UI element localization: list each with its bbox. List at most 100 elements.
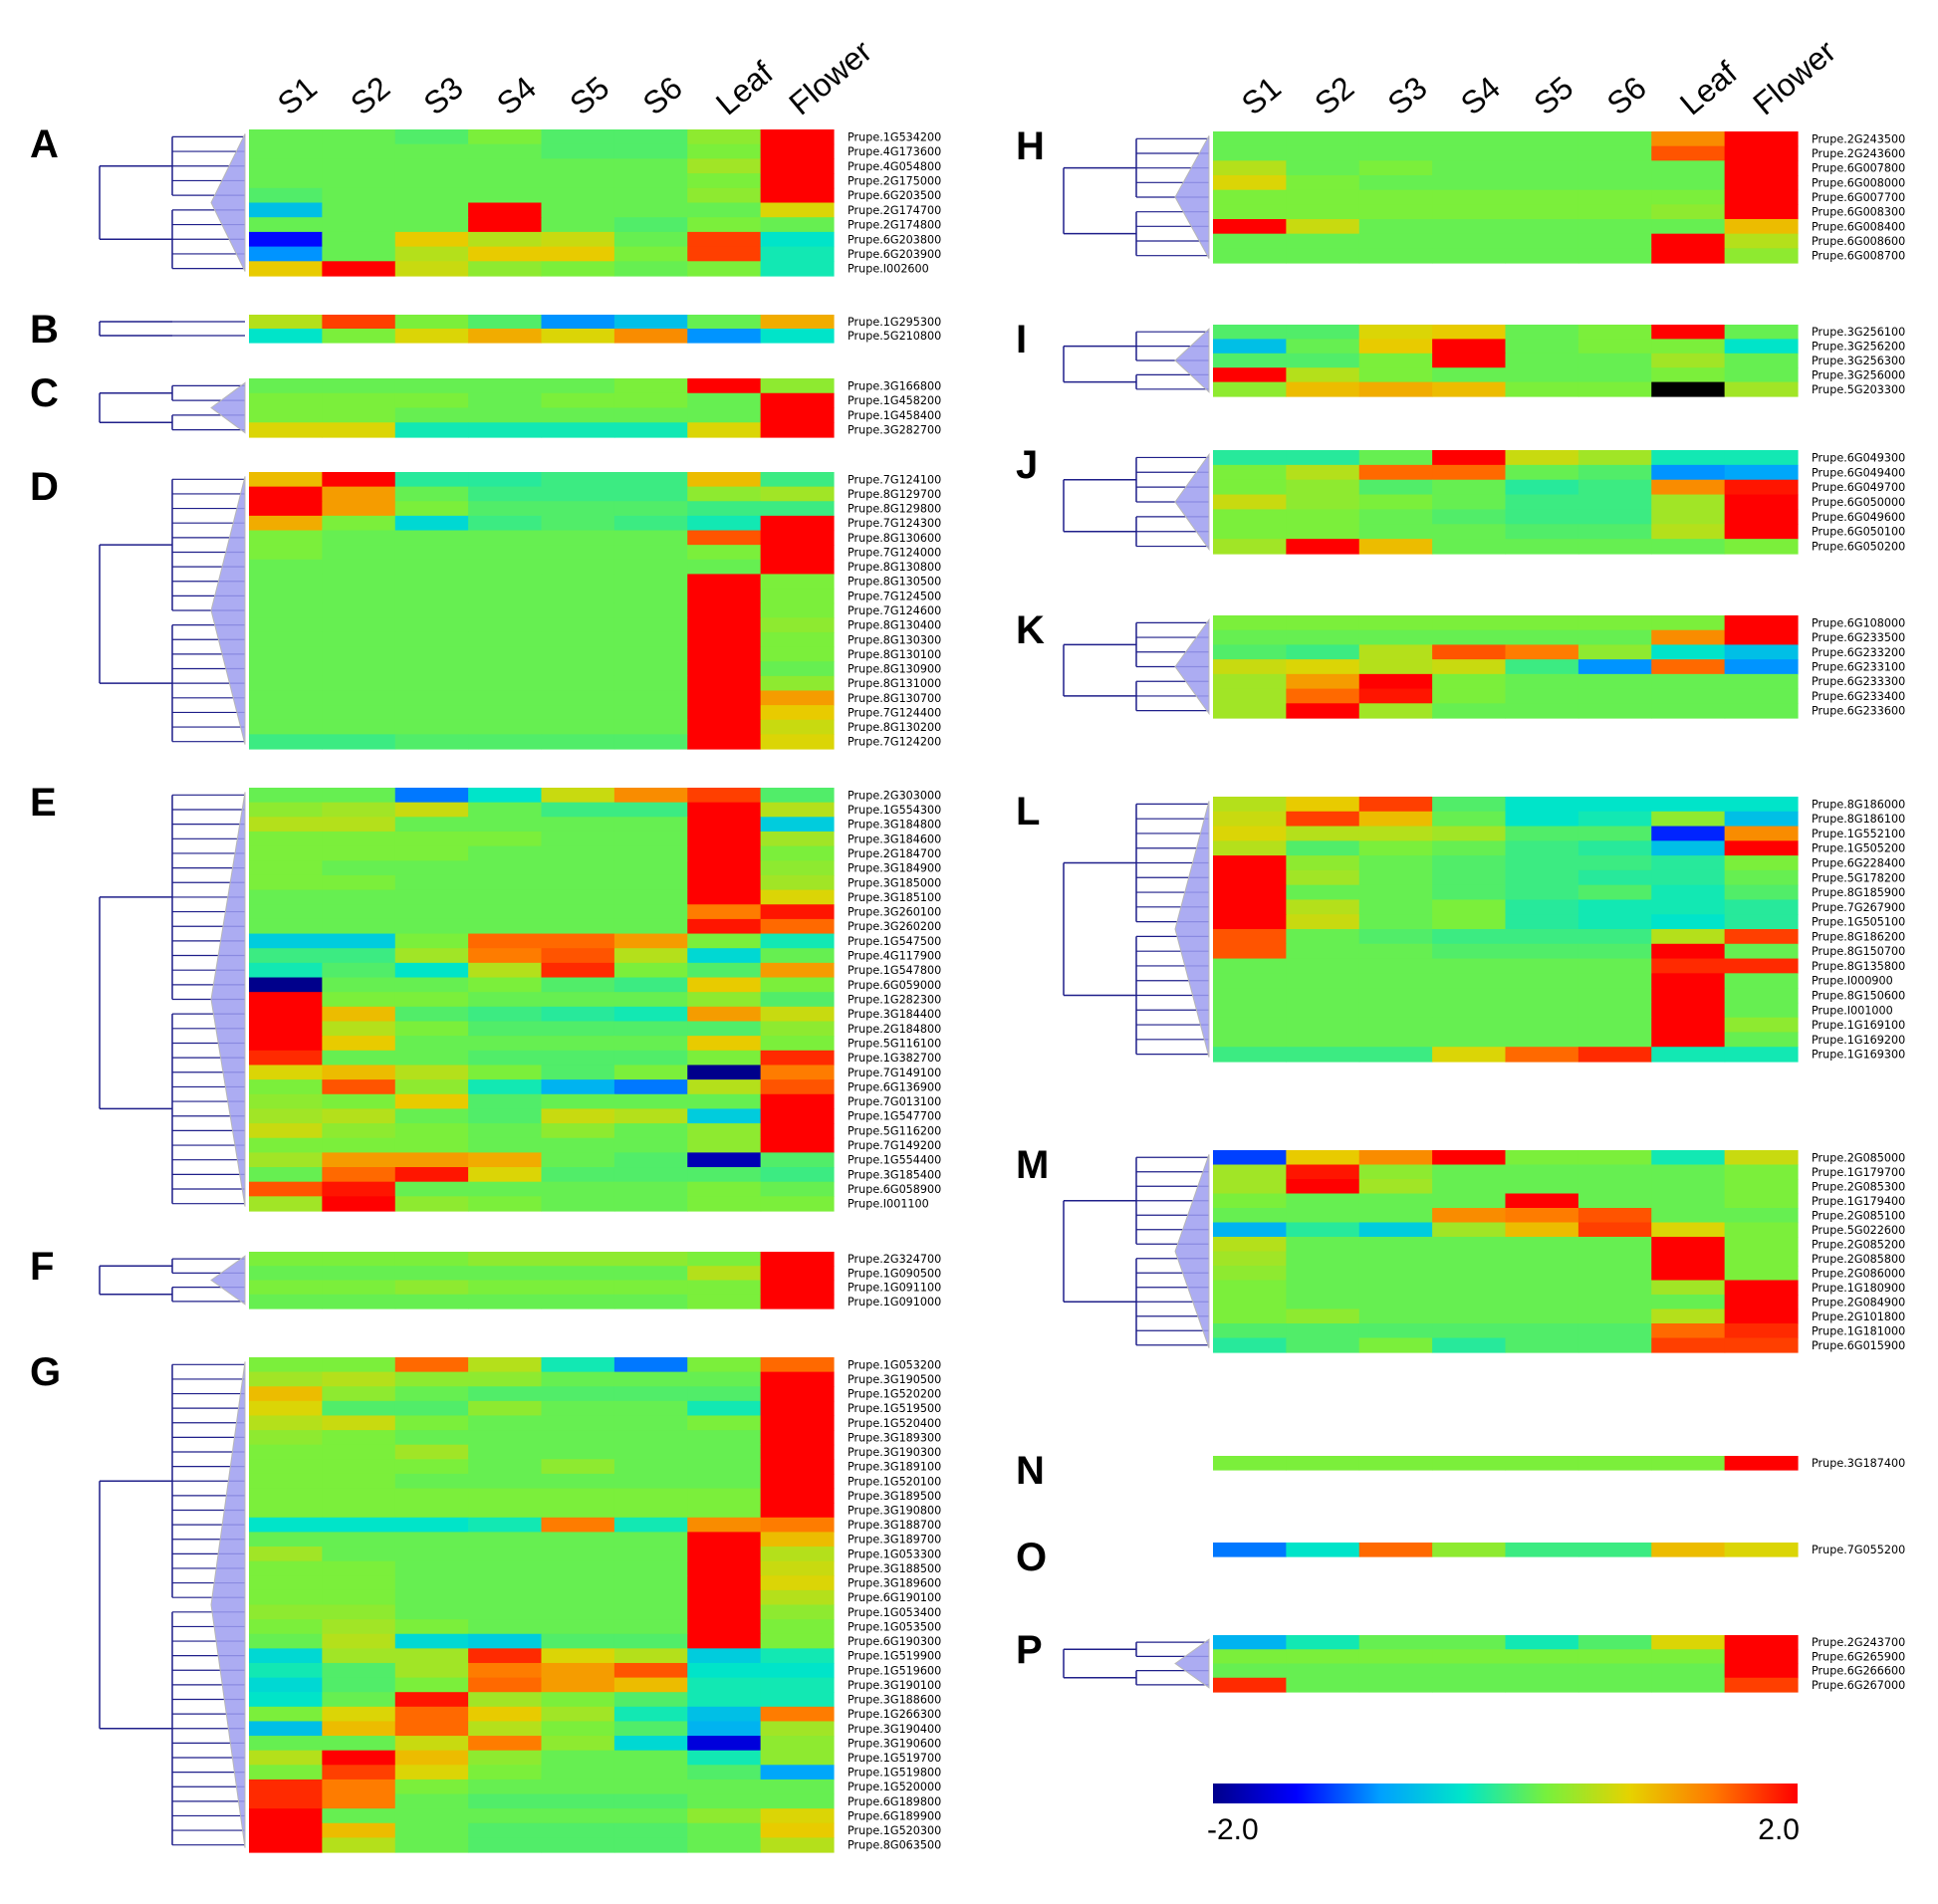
heatmap-cell [1724,703,1799,719]
heatmap-cell [249,329,323,344]
heatmap-cell [468,1415,543,1431]
heatmap-cell [1286,248,1360,264]
heatmap-cell [1358,524,1433,540]
heatmap-cell [687,1473,762,1490]
heatmap-cell [249,1036,323,1052]
heatmap-cell [1358,1208,1433,1224]
gene-label: Prupe.5G210800 [848,330,941,343]
column-label-s1: S1 [271,70,324,122]
heatmap-cell [394,1123,469,1139]
heatmap-cell [1358,1179,1433,1195]
heatmap-cell [760,1547,835,1562]
heatmap-cell [1651,131,1726,147]
heatmap-cell [1358,248,1433,264]
heatmap-cell [613,1266,688,1282]
gene-label: Prupe.1G547500 [848,935,941,948]
heatmap-cell [760,559,835,576]
heatmap-cell [1724,929,1799,945]
heatmap-cell [760,1386,835,1402]
heatmap-cell [1651,1323,1726,1339]
heatmap-cell [1724,943,1799,960]
heatmap-cell [1432,509,1507,525]
heatmap-cell [1505,855,1579,871]
heatmap-cell [249,472,323,488]
heatmap-cell [760,1604,835,1620]
heatmap-cell [468,705,543,721]
heatmap-cell [613,1662,688,1679]
heatmap-cell [760,1181,835,1197]
heatmap-cell [249,719,323,735]
heatmap-cell [468,845,543,861]
heatmap-cell [541,1430,615,1446]
heatmap-cell [1432,1635,1507,1650]
heatmap-cell [1505,659,1579,675]
heatmap-cell [1286,1164,1360,1180]
gene-label: Prupe.7G124500 [848,590,941,602]
heatmap-cell [613,1021,688,1037]
gene-label: Prupe.2G085300 [1812,1180,1905,1193]
gene-label: Prupe.8G063500 [848,1839,941,1852]
heatmap-cell [468,392,543,409]
heatmap-cell [613,1532,688,1547]
heatmap-cell [687,1532,762,1547]
heatmap-cell [760,948,835,964]
heatmap-cell [1358,797,1433,813]
heatmap-cell [468,407,543,423]
heatmap-cell [541,1517,615,1534]
gene-label: Prupe.8G130200 [848,721,941,734]
gene-label: Prupe.I002600 [848,263,929,276]
gene-label: Prupe.6G233600 [1812,705,1905,718]
dendrogram-collapsed-cluster [210,792,246,1207]
heatmap-cell [613,675,688,692]
heatmap-cell [1286,797,1360,813]
heatmap-cell [394,187,469,204]
heatmap-cell [687,817,762,833]
heatmap-cell [1358,884,1433,901]
heatmap-cell [468,1488,543,1504]
heatmap-cell [541,1560,615,1576]
heatmap-cell [1432,855,1507,871]
heatmap-cell [1432,929,1507,945]
gene-label: Prupe.8G150700 [1812,945,1905,958]
heatmap-cell [249,158,323,174]
gene-label: Prupe.1G179400 [1812,1195,1905,1208]
gene-label: Prupe.6G049400 [1812,466,1905,479]
heatmap-cell [468,501,543,517]
heatmap-cell [1432,973,1507,989]
heatmap-cell [1432,175,1507,191]
heatmap-cell [394,559,469,576]
heatmap-cell [322,617,396,633]
heatmap-cell [468,1459,543,1475]
heatmap-cell [322,1721,396,1737]
heatmap-cell [760,788,835,804]
heatmap-cell [613,1721,688,1737]
heatmap-cell [1213,629,1287,646]
dendrogram-branch [1064,861,1136,997]
heatmap-cell [1432,1663,1507,1679]
heatmap-cell [1286,1002,1360,1019]
heatmap-cell [1358,615,1433,631]
heatmap-cell [1213,1649,1287,1665]
heatmap-cell [322,977,396,993]
heatmap-cell [249,1108,323,1124]
heatmap-cell [541,1633,615,1649]
heatmap-cell [1286,884,1360,901]
heatmap-cell [541,1706,615,1723]
heatmap-cell [1358,1266,1433,1282]
heatmap-cell [249,143,323,159]
column-label-flower: Flower [1746,33,1842,122]
gene-label: Prupe.3G185100 [848,891,941,904]
heatmap-cell [1651,943,1726,960]
heatmap-cell [760,1137,835,1153]
heatmap-cell [468,143,543,159]
heatmap-cell [322,1050,396,1067]
heatmap-cell [394,1357,469,1373]
heatmap-cell [613,977,688,993]
heatmap-cell [1286,464,1360,481]
heatmap-cell [249,1444,323,1460]
heatmap-cell [687,831,762,847]
heatmap-cell [1286,204,1360,220]
gene-label: Prupe.3G184600 [848,833,941,845]
heatmap-cell [322,315,396,330]
heatmap-cell [322,217,396,233]
